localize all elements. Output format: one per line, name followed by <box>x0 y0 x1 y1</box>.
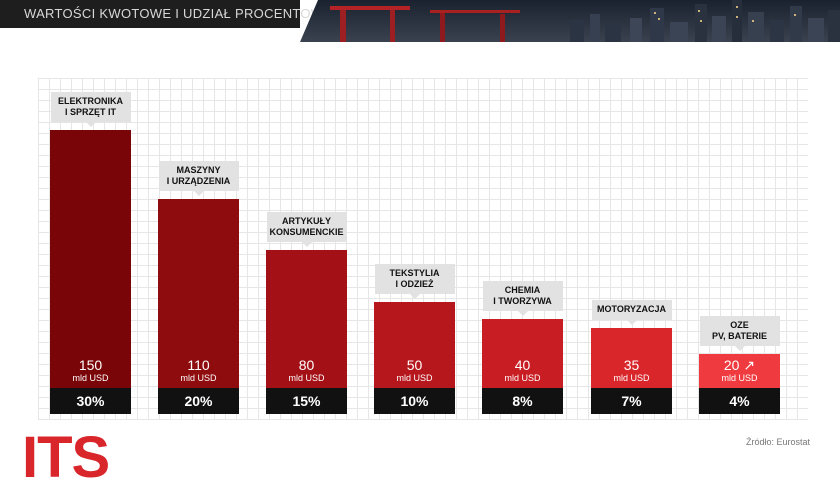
bar-unit: mld USD <box>72 373 109 383</box>
category-label: TEKSTYLIA I ODZIEŻ <box>374 264 455 299</box>
share-percent: 8% <box>482 388 563 414</box>
share-percent: 15% <box>266 388 347 414</box>
bar-value: 40 <box>514 357 531 373</box>
category-label: CHEMIA I TWORZYWA <box>482 281 563 317</box>
bar-unit: mld USD <box>180 373 217 383</box>
category-line: I ODZIEŻ <box>395 279 434 289</box>
bar-value: 20 ↗ <box>723 357 756 373</box>
category-line: MOTORYZACJA <box>596 304 666 315</box>
category-line: I TWORZYWA <box>493 296 552 307</box>
category-line: PV, BATERIE <box>711 330 767 341</box>
bar-value-label: 20 ↗ mld USD <box>699 357 780 384</box>
bar-value-label: 40 mld USD <box>482 357 563 384</box>
bar-value: 110 <box>187 357 210 373</box>
bar-value-label: 35 mld USD <box>591 357 672 384</box>
category-text: OZE PV, BATERIE <box>712 320 767 342</box>
category-text: TEKSTYLIA I ODZIEŻ <box>389 268 439 290</box>
share-percent: 7% <box>591 388 672 414</box>
bar-unit: mld USD <box>288 373 325 383</box>
category-label: ELEKTRONIKA I SPRZĘT IT <box>50 92 131 127</box>
category-line: MASZYNY <box>176 164 221 175</box>
category-text: ELEKTRONIKA I SPRZĘT IT <box>58 96 123 118</box>
share-percent: 4% <box>699 388 780 414</box>
category-line: I SPRZĘT IT <box>64 107 116 117</box>
bar-unit: mld USD <box>613 373 650 383</box>
bar <box>266 250 347 388</box>
category-line: KONSUMENCKIE <box>269 227 344 238</box>
port-banner-image <box>300 0 840 42</box>
share-percent: 20% <box>158 388 239 414</box>
bar-value: 50 <box>406 357 423 373</box>
its-logo: ITS <box>22 425 110 490</box>
bar <box>482 319 563 388</box>
category-line: TEKSTYLIA <box>389 268 440 278</box>
category-line: OZE <box>730 319 749 330</box>
share-percent: 30% <box>50 388 131 414</box>
category-text: ARTYKUŁY KONSUMENCKIE <box>270 216 344 238</box>
page-title: WARTOŚCI KWOTOWE I UDZIAŁ PROCENTOWY <box>24 6 333 21</box>
category-text: CHEMIA I TWORZYWA <box>493 285 552 307</box>
bar-value-label: 150 mld USD <box>50 357 131 384</box>
bar-value-label: 80 mld USD <box>266 357 347 384</box>
bar <box>591 327 672 388</box>
bar-unit: mld USD <box>504 373 541 383</box>
category-line: CHEMIA <box>504 285 541 296</box>
share-percent: 10% <box>374 388 455 414</box>
category-text: MOTORYZACJA <box>597 304 666 315</box>
bar <box>374 302 455 388</box>
bar-unit: mld USD <box>396 373 433 383</box>
bar <box>158 198 239 388</box>
bar-value-label: 110 mld USD <box>158 357 239 384</box>
bar-unit: mld USD <box>721 373 758 383</box>
bar-value: 80 <box>298 357 315 373</box>
source-note: Źródło: Eurostat <box>746 437 811 447</box>
title-strip: WARTOŚCI KWOTOWE I UDZIAŁ PROCENTOWY <box>0 0 332 28</box>
bar-value-label: 50 mld USD <box>374 357 455 384</box>
category-line: I URZĄDZENIA <box>166 175 231 186</box>
category-text: MASZYNY I URZĄDZENIA <box>167 165 231 187</box>
category-label: MOTORYZACJA <box>591 299 672 325</box>
category-line: ELEKTRONIKA <box>58 96 123 106</box>
category-label: MASZYNY I URZĄDZENIA <box>158 160 239 196</box>
top-bar: WARTOŚCI KWOTOWE I UDZIAŁ PROCENTOWY <box>0 0 840 42</box>
bar <box>50 130 131 388</box>
category-label: OZE PV, BATERIE <box>699 315 780 351</box>
bar-value: 150 <box>78 357 103 373</box>
category-line: ARTYKUŁY <box>282 216 331 227</box>
bar <box>699 353 780 388</box>
category-label: ARTYKUŁY KONSUMENCKIE <box>266 212 347 248</box>
bar-value: 35 <box>623 357 640 373</box>
